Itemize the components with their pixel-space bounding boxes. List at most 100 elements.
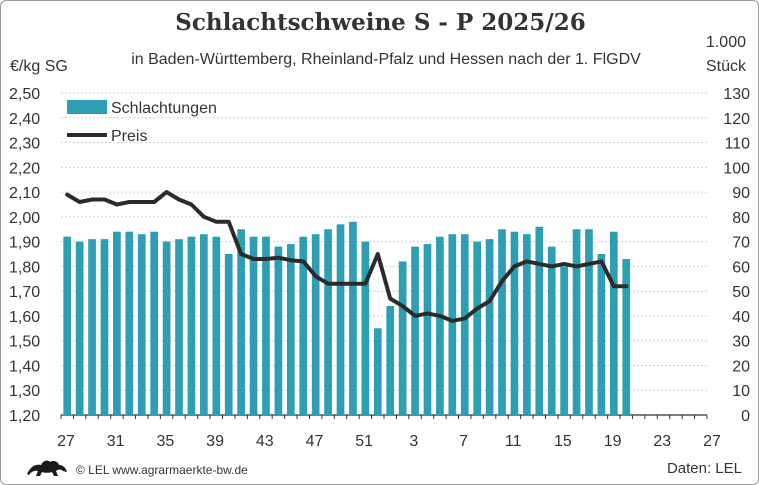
bar-schlachtungen (212, 236, 221, 415)
y-left-tick-label: 1,70 (9, 284, 40, 301)
x-tick-label: 51 (355, 433, 373, 450)
bar-schlachtungen (423, 244, 432, 415)
bar-schlachtungen (200, 234, 208, 415)
y-right-tick-label: 0 (741, 408, 750, 425)
bar-schlachtungen (386, 306, 395, 415)
y-left-tick-label: 2,20 (9, 160, 40, 177)
x-tick-label: 7 (459, 433, 468, 450)
bar-schlachtungen (162, 241, 171, 415)
legend-swatch-schlachtungen (67, 100, 107, 114)
y-right-tick-label: 40 (732, 309, 750, 326)
bar-schlachtungen (274, 246, 283, 415)
bar-schlachtungen (361, 241, 370, 415)
y-right-tick-label: 70 (732, 235, 750, 252)
y-right-tick-label: 20 (732, 358, 750, 375)
bar-schlachtungen (485, 239, 494, 415)
bar-schlachtungen (286, 244, 295, 415)
y-right-tick-label: 50 (732, 284, 750, 301)
bar-schlachtungen (585, 229, 593, 415)
bar-schlachtungen (150, 231, 159, 415)
bar-schlachtungen (125, 231, 134, 415)
y-left-tick-label: 2,40 (9, 111, 40, 128)
y-left-tick-label: 2,10 (9, 185, 40, 202)
bar-schlachtungen (448, 234, 457, 415)
data-credit: Daten: LEL (666, 460, 742, 477)
y-left-tick-label: 2,00 (9, 210, 40, 227)
bar-schlachtungen (262, 236, 270, 415)
bar-schlachtungen (460, 234, 469, 415)
bar-schlachtungen (572, 229, 581, 415)
bar-schlachtungen (597, 254, 606, 415)
bar-schlachtungen (535, 226, 544, 415)
y-left-tick-label: 2,30 (9, 136, 40, 153)
right-axis-unit-scale: 1.000 (705, 34, 746, 51)
right-axis-unit: Stück (705, 58, 746, 75)
bar-schlachtungen (324, 229, 332, 415)
bar-schlachtungen (175, 239, 183, 415)
x-tick-label: 47 (306, 433, 324, 450)
bar-schlachtungen (100, 239, 109, 415)
y-right-tick-label: 110 (724, 136, 750, 153)
y-left-tick-label: 1,20 (9, 408, 40, 425)
bar-schlachtungen (473, 241, 482, 415)
x-tick-label: 23 (653, 433, 671, 450)
bar-schlachtungen (560, 266, 568, 415)
bar-schlachtungen (498, 229, 506, 415)
bar-schlachtungen (336, 224, 345, 415)
bar-schlachtungen (373, 328, 382, 415)
lion-logo-icon (27, 460, 67, 476)
x-tick-label: 19 (604, 433, 622, 450)
y-right-tick-label: 60 (732, 259, 750, 276)
bar-schlachtungen (311, 234, 320, 415)
y-left-tick-label: 1,40 (9, 358, 40, 375)
bar-schlachtungen (224, 254, 233, 415)
y-right-tick-label: 30 (732, 334, 750, 351)
y-right-tick-label: 120 (723, 111, 750, 128)
y-right-tick-label: 100 (723, 160, 750, 177)
bar-schlachtungen (113, 231, 121, 415)
x-tick-label: 27 (57, 433, 75, 450)
bar-schlachtungen (411, 246, 419, 415)
y-left-tick-label: 1,50 (9, 334, 40, 351)
bar-schlachtungen (622, 258, 631, 415)
bar-schlachtungen (510, 231, 519, 415)
x-tick-label: 3 (409, 433, 418, 450)
bar-schlachtungen (63, 236, 72, 415)
y-left-tick-label: 1,60 (9, 309, 40, 326)
y-left-tick-label: 1,90 (9, 235, 40, 252)
bar-schlachtungen (547, 246, 556, 415)
source-credit: © LEL www.agrarmaerkte-bw.de (76, 463, 248, 477)
bar-schlachtungen (349, 221, 357, 415)
bar-schlachtungen (137, 234, 146, 415)
bar-schlachtungen (237, 229, 245, 415)
x-tick-label: 43 (256, 433, 274, 450)
bar-schlachtungen (299, 236, 308, 415)
bar-schlachtungen (75, 241, 84, 415)
bar-schlachtungen (88, 239, 96, 415)
x-tick-label: 39 (206, 433, 224, 450)
bar-schlachtungen (187, 236, 196, 415)
y-right-tick-label: 80 (732, 210, 750, 227)
bar-schlachtungen (249, 236, 258, 415)
bar-schlachtungen (609, 231, 618, 415)
x-tick-label: 11 (505, 433, 522, 450)
x-tick-label: 27 (703, 433, 721, 450)
left-axis-unit: €/kg SG (10, 58, 68, 75)
legend-label-preis: Preis (111, 128, 147, 145)
y-right-tick-label: 90 (732, 185, 750, 202)
x-tick-label: 15 (554, 433, 572, 450)
y-right-tick-label: 10 (732, 383, 750, 400)
chart-subtitle: in Baden-Württemberg, Rheinland-Pfalz un… (131, 51, 641, 68)
bar-schlachtungen (398, 261, 407, 415)
bar-schlachtungen (436, 236, 444, 415)
x-tick-label: 35 (156, 433, 174, 450)
y-left-tick-label: 1,30 (9, 383, 40, 400)
x-tick-label: 31 (107, 433, 125, 450)
y-left-tick-label: 2,50 (9, 86, 40, 103)
y-left-tick-label: 1,80 (9, 259, 40, 276)
bar-schlachtungen (523, 234, 531, 415)
legend-label-schlachtungen: Schlachtungen (111, 100, 217, 117)
y-right-tick-label: 130 (723, 86, 750, 103)
